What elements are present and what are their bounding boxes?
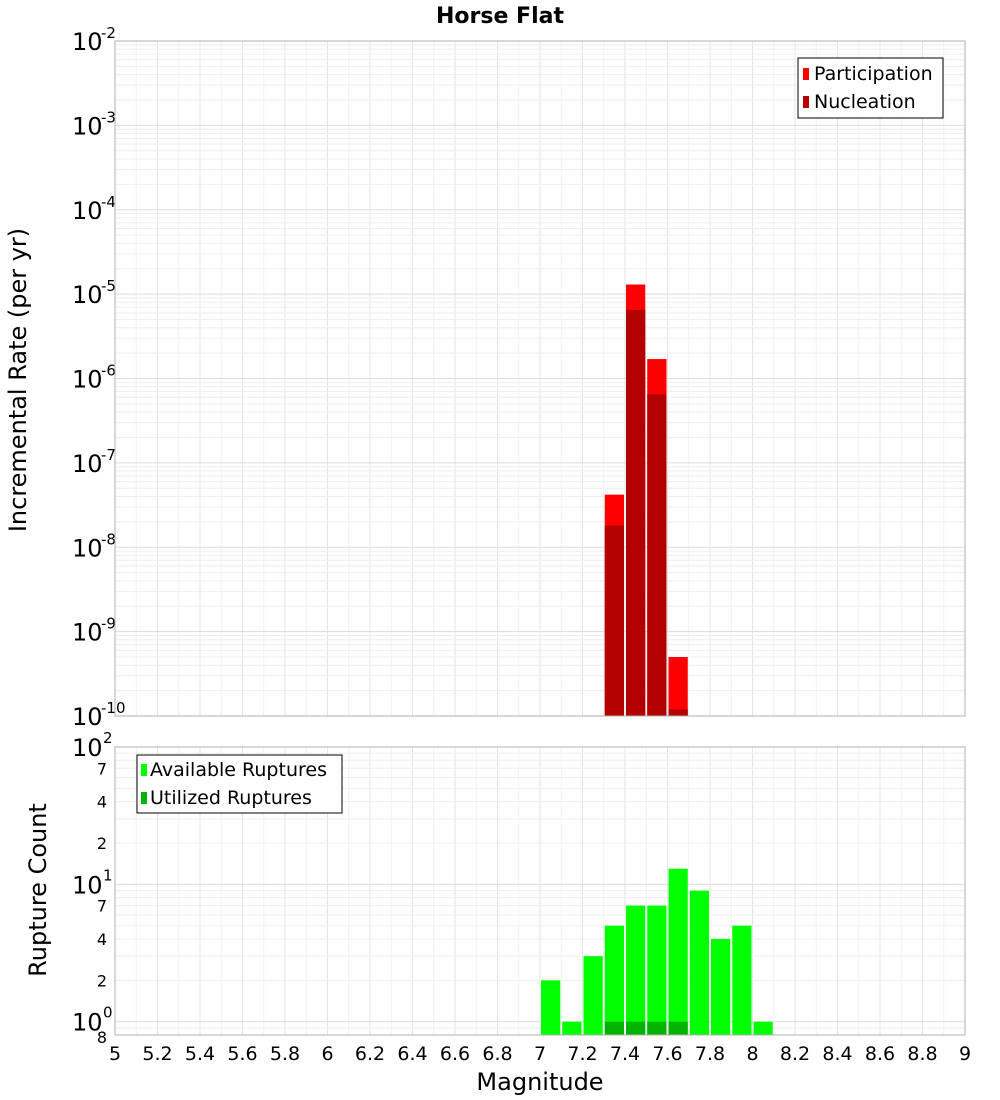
bar-available [626,905,646,1035]
bar-utilized [604,1021,624,1035]
bar-utilized [647,1021,667,1035]
y-tick-label-rate: 10 [72,28,103,56]
rate-panel: 10-1010-910-810-710-610-510-410-310-2Par… [72,24,966,731]
bar-available [753,1021,773,1035]
bar-nucleation [626,309,646,716]
y-tick-exponent-count: 1 [103,866,113,884]
legend-rate: Participation Nucleation [797,57,944,119]
y-tick-minor-count: 7 [97,759,107,778]
chart-title: Horse Flat [436,4,564,29]
legend-count: Available Ruptures Utilized Ruptures [136,754,343,814]
bar-nucleation [647,394,667,716]
y-tick-exponent-rate: -3 [101,108,116,126]
y-tick-label-count: 10 [72,734,103,762]
bar-available [689,890,709,1035]
bar-available [562,1021,582,1035]
bar-available [541,980,561,1035]
x-tick-label: 6.6 [440,1043,470,1065]
legend-label: Nucleation [814,91,916,113]
y-tick-label-count: 10 [72,871,103,899]
y-tick-minor-count: 4 [97,793,107,812]
x-tick-label: 8.4 [822,1043,852,1065]
y-tick-label-rate: 10 [72,281,103,309]
y-tick-label-rate: 10 [72,703,103,731]
y-axis-label-count: Rupture Count [24,803,52,977]
legend-swatch [141,792,147,804]
legend-box-count [136,754,343,814]
bar-available [732,925,752,1035]
y-tick-exponent-rate: -6 [101,362,116,380]
x-axis-label: Magnitude [476,1068,603,1096]
y-tick-minor-count: 2 [97,971,107,990]
y-tick-exponent-count: 0 [103,1004,113,1022]
legend-swatch [803,68,809,80]
x-tick-label: 7.4 [610,1043,640,1065]
bar-available [604,925,624,1035]
x-tick-label: 8.6 [865,1043,895,1065]
x-tick-label: 8.2 [780,1043,810,1065]
x-tick-label: 6.4 [397,1043,427,1065]
bar-available [711,939,731,1035]
bar-utilized [668,1021,688,1035]
y-tick-label-rate: 10 [72,197,103,225]
plot-border-count [114,746,966,1036]
x-tick-label: 7 [534,1043,546,1065]
y-tick-label-rate: 10 [72,112,103,140]
y-tick-exponent-rate: -10 [101,699,126,717]
y-tick-label-rate: 10 [72,534,103,562]
legend-box-rate [797,57,944,119]
bar-available [668,868,688,1035]
legend-label: Available Ruptures [150,759,327,781]
legend-label: Participation [814,63,933,85]
bar-participation [668,657,688,716]
bar-nucleation [668,709,688,716]
bar-nucleation [604,525,624,716]
x-tick-label: 6.8 [482,1043,512,1065]
y-tick-exponent-rate: -5 [101,277,116,295]
x-tick-label: 8.8 [907,1043,937,1065]
y-tick-minor-count: 4 [97,930,107,949]
x-tick-label: 7.8 [695,1043,725,1065]
legend-swatch [803,96,809,108]
x-tick-label: 5.2 [142,1043,172,1065]
y-tick-label-rate: 10 [72,450,103,478]
y-tick-exponent-rate: -9 [101,615,116,633]
y-tick-label-rate: 10 [72,366,103,394]
bar-available [583,956,603,1035]
y-tick-minor-count: 2 [97,834,107,853]
y-tick-exponent-rate: -7 [101,446,116,464]
x-tick-label: 5.4 [185,1043,215,1065]
bar-utilized [626,1021,646,1035]
x-tick-label: 7.6 [652,1043,682,1065]
legend-label: Utilized Ruptures [150,787,312,809]
y-tick-exponent-rate: -2 [101,24,116,42]
x-tick-label: 6 [321,1043,333,1065]
legend-swatch [141,764,147,776]
x-tick-label: 9 [959,1043,971,1065]
x-tick-label: 5.6 [227,1043,257,1065]
y-tick-exponent-count: 2 [103,729,113,747]
y-tick-minor-count: 7 [97,897,107,916]
x-tick-label: 8 [746,1043,758,1065]
x-tick-label: 5.8 [270,1043,300,1065]
plot-border-rate [114,40,966,717]
x-tick-label: 5 [109,1043,121,1065]
y-tick-bottom-count: 8 [97,1028,107,1047]
y-tick-label-rate: 10 [72,619,103,647]
y-tick-label-count: 10 [72,1009,103,1037]
bar-available [647,905,667,1035]
y-tick-exponent-rate: -4 [101,193,116,211]
y-tick-exponent-rate: -8 [101,530,116,548]
x-tick-label: 7.2 [567,1043,597,1065]
y-axis-label-rate: Incremental Rate (per yr) [4,228,32,532]
x-tick-label: 6.2 [355,1043,385,1065]
